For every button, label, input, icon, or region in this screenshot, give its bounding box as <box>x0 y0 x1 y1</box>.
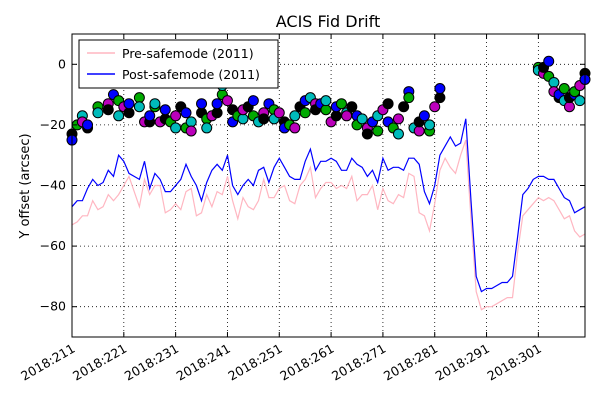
scatter-point <box>92 107 104 119</box>
scatter-point <box>159 104 171 116</box>
scatter-point <box>247 95 259 107</box>
scatter-point <box>543 55 555 67</box>
scatter-point <box>123 107 135 119</box>
y-tick-label: −60 <box>40 238 66 253</box>
scatter-point <box>185 116 197 128</box>
scatter-point <box>574 95 586 107</box>
scatter-point <box>170 110 182 122</box>
scatter-point <box>123 98 135 110</box>
scatter-point <box>392 128 404 140</box>
y-tick-label: −20 <box>40 117 66 132</box>
x-tick-label: 2018:261 <box>277 341 336 384</box>
x-tick-label: 2018:291 <box>433 341 492 384</box>
scatter-point <box>211 98 223 110</box>
scatter-point <box>413 125 425 137</box>
scatter-point <box>211 107 223 119</box>
series-line-pre-safemode <box>71 139 586 311</box>
scatter-point <box>273 107 285 119</box>
scatter-point <box>548 76 560 88</box>
x-tick-label: 2018:241 <box>174 341 233 384</box>
scatter-point <box>398 101 410 113</box>
scatter-point <box>341 110 353 122</box>
scatter-point <box>403 92 415 104</box>
scatter-point <box>346 101 358 113</box>
scatter-point <box>258 113 270 125</box>
scatter-point <box>196 98 208 110</box>
scatter-point <box>201 122 213 134</box>
y-axis-label: Y offset (arcsec) <box>18 133 33 239</box>
scatter-point <box>144 110 156 122</box>
scatter-point <box>221 95 233 107</box>
y-tick-label: −40 <box>40 178 66 193</box>
scatter-point <box>149 98 161 110</box>
scatter-point <box>335 98 347 110</box>
series-line-post-safemode <box>71 118 586 293</box>
scatter-point <box>429 101 441 113</box>
y-tick-label: 0 <box>58 56 66 71</box>
y-tick-label: −80 <box>40 299 66 314</box>
scatter-point <box>82 119 94 131</box>
x-tick-label: 2018:251 <box>225 341 284 384</box>
legend-box <box>78 39 279 89</box>
scatter-point <box>356 113 368 125</box>
scatter-point <box>133 92 145 104</box>
scatter-point <box>170 122 182 134</box>
chart-title: ACIS Fid Drift <box>276 12 381 31</box>
legend: Pre-safemode (2011) Post-safemode (2011) <box>78 39 279 89</box>
scatter-point <box>392 113 404 125</box>
scatter-point <box>434 92 446 104</box>
scatter-point <box>320 104 332 116</box>
x-tick-label: 2018:221 <box>70 341 129 384</box>
x-tick-label: 2018:231 <box>122 341 181 384</box>
scatter-point <box>330 110 342 122</box>
scatter-point <box>320 95 332 107</box>
scatter-point <box>361 128 373 140</box>
scatter-group <box>66 55 591 146</box>
scatter-point <box>237 113 249 125</box>
scatter-point <box>558 83 570 95</box>
scatter-point <box>180 107 192 119</box>
legend-label-pre: Pre-safemode (2011) <box>122 46 254 61</box>
x-tick-label: 2018:281 <box>381 341 440 384</box>
scatter-point <box>424 119 436 131</box>
x-tick-label: 2018:211 <box>18 341 77 384</box>
legend-label-post: Post-safemode (2011) <box>122 67 260 82</box>
scatter-point <box>299 107 311 119</box>
scatter-point <box>372 125 384 137</box>
x-tick-label: 2018:301 <box>484 341 543 384</box>
x-tick-label: 2018:271 <box>329 341 388 384</box>
scatter-point <box>434 83 446 95</box>
scatter-point <box>289 122 301 134</box>
scatter-point <box>289 110 301 122</box>
scatter-point <box>133 101 145 113</box>
scatter-point <box>102 104 114 116</box>
scatter-point <box>563 101 575 113</box>
scatter-point <box>113 110 125 122</box>
scatter-point <box>185 125 197 137</box>
scatter-point <box>382 98 394 110</box>
series-group <box>71 118 586 311</box>
scatter-point <box>418 110 430 122</box>
